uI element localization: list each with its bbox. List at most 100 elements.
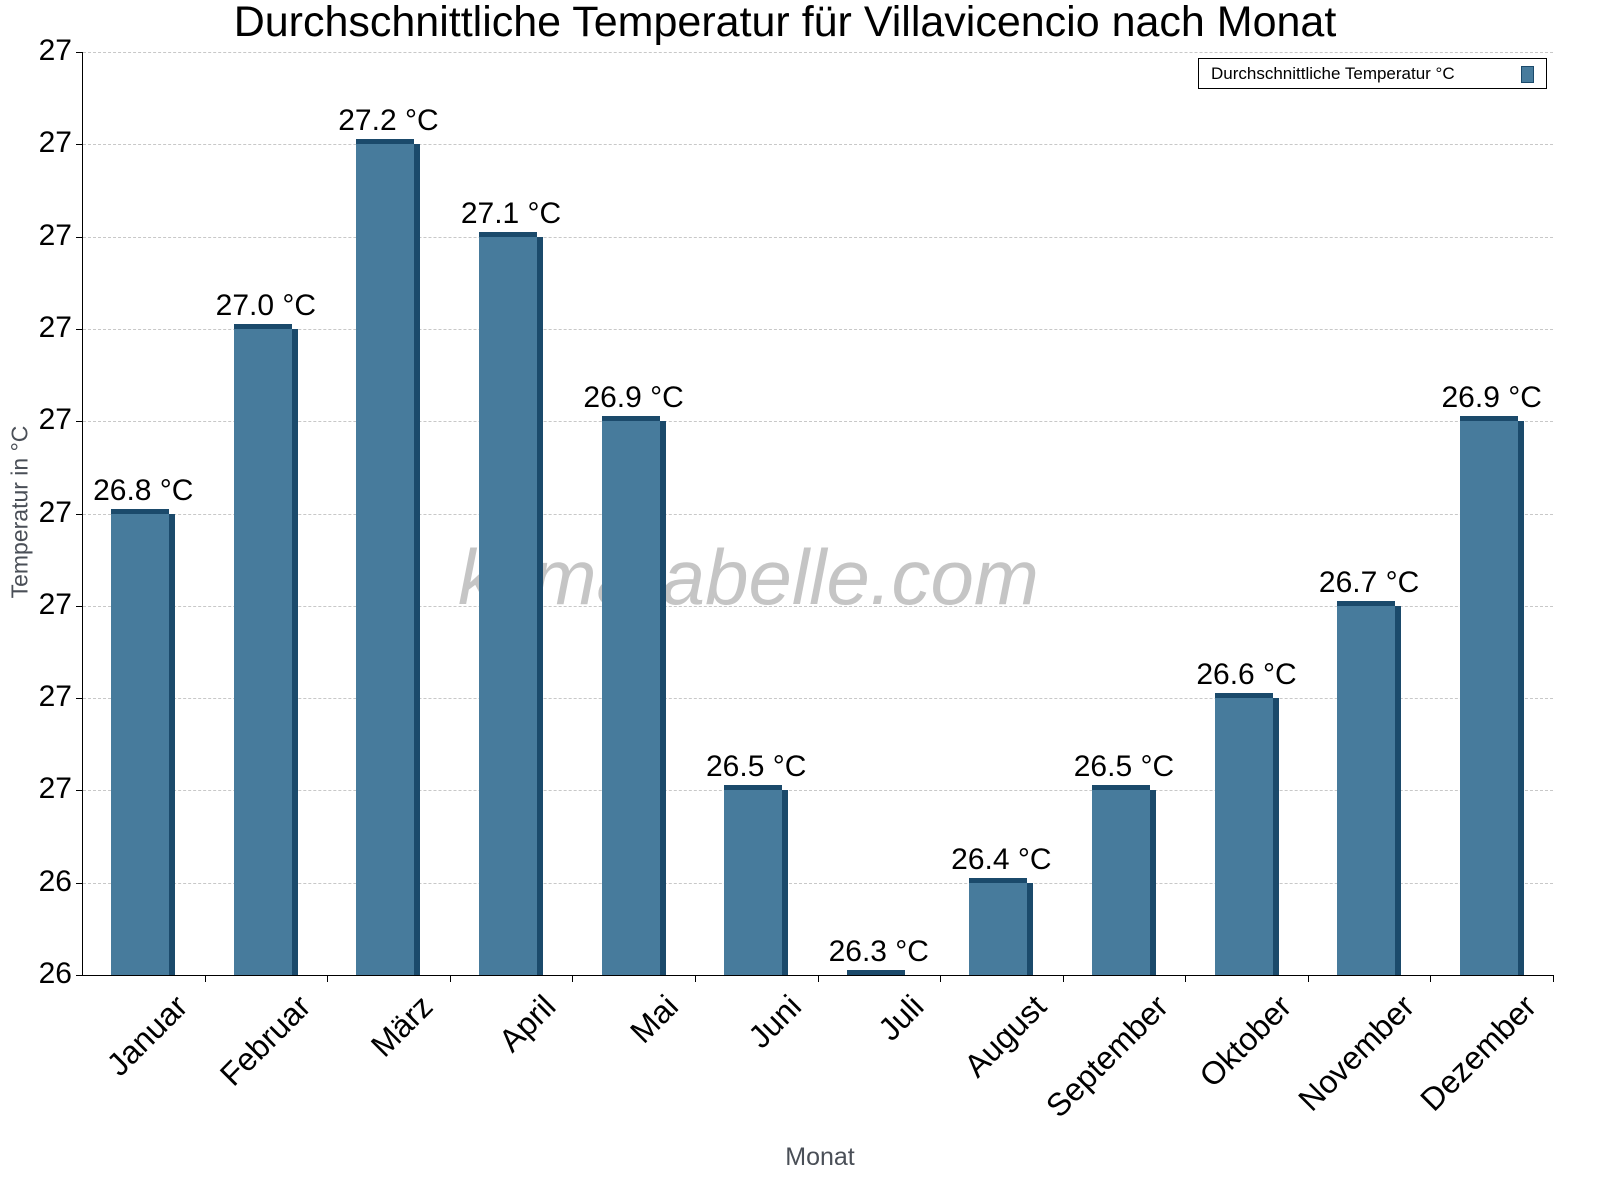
chart-title: Durchschnittliche Temperatur für Villavi… (233, 0, 1337, 46)
value-label: 26.9 °C (583, 381, 684, 415)
x-tick-label: Februar (212, 988, 318, 1093)
bar-januar (111, 508, 176, 975)
bar-märz (356, 139, 421, 975)
bar-september (1091, 785, 1156, 975)
bar-oktober (1214, 693, 1279, 975)
bar-juni (724, 785, 789, 975)
bar-side (1149, 790, 1156, 975)
bar-top (1459, 416, 1518, 422)
bar-top (1337, 600, 1396, 606)
bar-side (1027, 882, 1034, 975)
value-label: 26.9 °C (1441, 381, 1542, 415)
gridline (83, 605, 1553, 607)
gridline (83, 882, 1553, 884)
bar-top (846, 970, 905, 975)
legend: Durchschnittliche Temperatur °C (1198, 58, 1547, 89)
gridline (83, 236, 1553, 238)
y-tick (76, 513, 82, 515)
y-tick-label: 27 (38, 403, 72, 437)
x-tick-label: Januar (100, 988, 195, 1083)
value-label: 26.4 °C (951, 842, 1052, 876)
bar-top (233, 323, 292, 329)
x-tick (204, 975, 206, 982)
gridline (83, 790, 1553, 792)
x-tick (1430, 975, 1432, 982)
bar-side (1272, 698, 1279, 975)
x-tick-label: Oktober (1192, 988, 1299, 1094)
bar-side (169, 513, 176, 975)
bar-top (479, 231, 538, 237)
value-label: 26.7 °C (1318, 565, 1420, 599)
bar-top (601, 416, 660, 422)
x-tick-label: März (364, 988, 440, 1064)
gridline (83, 328, 1553, 330)
y-axis-title: Temperatur in °C (6, 425, 33, 599)
gridline (83, 698, 1553, 700)
x-tick (817, 975, 819, 982)
bar-top (111, 508, 170, 514)
gridline (83, 421, 1553, 423)
bar-dezember (1459, 416, 1524, 975)
value-label: 26.6 °C (1196, 658, 1297, 692)
x-tick-label: Dezember (1413, 988, 1544, 1118)
x-tick (1307, 975, 1309, 982)
y-tick (76, 421, 82, 423)
y-tick (76, 236, 82, 238)
y-tick (76, 328, 82, 330)
value-label: 27.2 °C (338, 104, 439, 138)
x-tick (327, 975, 329, 982)
x-tick (572, 975, 574, 982)
value-label: 26.5 °C (1073, 750, 1175, 784)
bar-side (537, 236, 544, 975)
y-axis-line (82, 52, 83, 976)
value-label: 26.5 °C (706, 750, 807, 784)
bar-top (969, 877, 1028, 883)
y-tick-label: 26 (38, 864, 72, 898)
bar-side (1517, 421, 1524, 975)
value-label: 27.0 °C (215, 288, 317, 322)
x-tick-label: August (956, 988, 1053, 1084)
x-tick (449, 975, 451, 982)
x-tick (1062, 975, 1064, 982)
bar-april (479, 231, 544, 975)
y-tick (76, 144, 82, 146)
gridline (83, 52, 1553, 53)
y-tick-label: 27 (38, 126, 72, 160)
y-tick (76, 975, 82, 976)
bar-side (291, 328, 298, 975)
bar-top (1091, 785, 1150, 791)
x-tick-label: Mai (623, 988, 686, 1050)
bar-side (782, 790, 789, 975)
bar-mai (601, 416, 666, 975)
y-tick-label: 27 (38, 218, 72, 252)
y-tick-label: 26 (38, 957, 72, 990)
legend-label: Durchschnittliche Temperatur °C (1211, 64, 1455, 83)
bar-top (1214, 693, 1273, 699)
x-tick-label: Juli (870, 988, 931, 1048)
bar-top (356, 139, 415, 145)
y-tick (76, 698, 82, 700)
y-tick (76, 790, 82, 792)
bar-side (659, 421, 666, 975)
value-label: 26.3 °C (828, 935, 929, 968)
x-tick (694, 975, 696, 982)
bar-side (1395, 605, 1402, 975)
x-tick-label: November (1290, 988, 1421, 1118)
bar-top (724, 785, 783, 791)
x-tick-label: April (491, 988, 563, 1059)
x-tick (1185, 975, 1187, 982)
value-label: 26.8 °C (93, 473, 194, 507)
gridline (83, 144, 1553, 146)
y-tick-label: 27 (38, 680, 72, 714)
y-tick (76, 605, 82, 607)
gridline (83, 513, 1553, 515)
y-tick-label: 27 (38, 587, 72, 621)
bar-side (414, 144, 421, 975)
y-tick-label: 27 (38, 310, 72, 344)
bar-februar (233, 323, 298, 975)
x-axis-title: Monat (785, 1143, 855, 1171)
bar-november (1337, 600, 1402, 975)
x-tick-label: September (1039, 988, 1176, 1125)
y-tick (76, 52, 82, 53)
x-tick-label: Juni (740, 988, 808, 1055)
